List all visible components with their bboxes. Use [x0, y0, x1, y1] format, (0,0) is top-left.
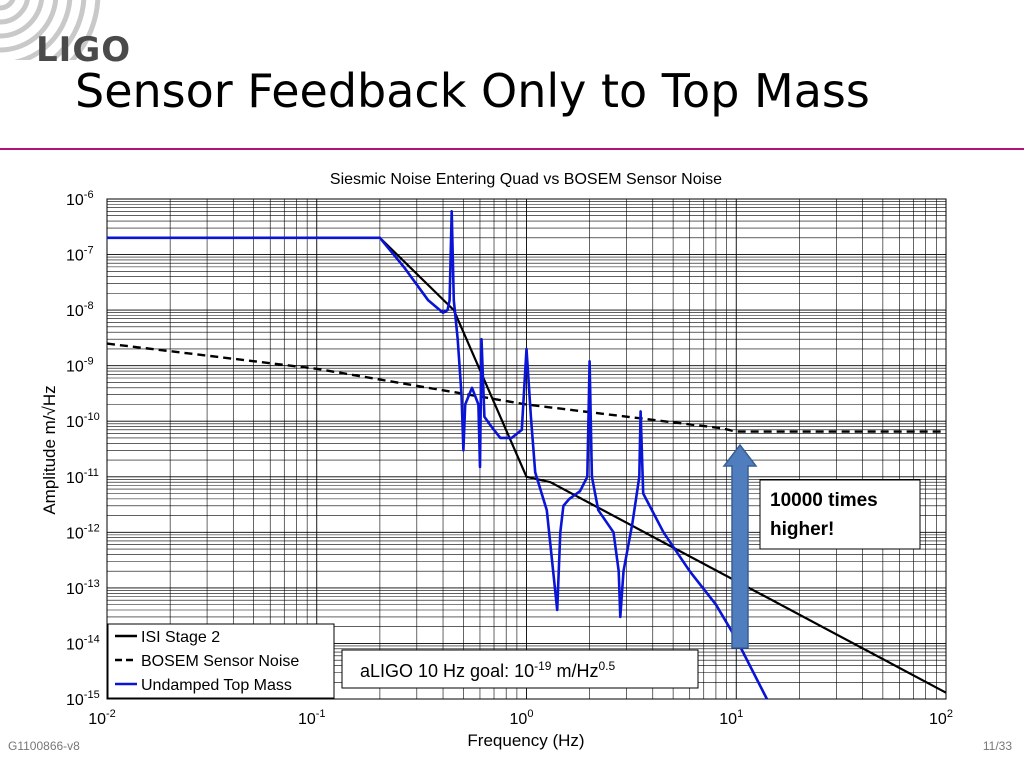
legend-label-bosem: BOSEM Sensor Noise [141, 653, 299, 670]
x-tick-label: 102 [929, 708, 953, 728]
axis-ticks: 10-2 10-1 100 101 102 10-6 10-7 10-8 10-9 10-10 10… [66, 189, 953, 728]
x-axis-label: Frequency (Hz) [467, 731, 584, 750]
y-tick-label: 10-15 [66, 689, 100, 709]
series-lines [106, 210, 947, 700]
y-tick-label: 10-8 [66, 300, 94, 320]
y-tick-label: 10-7 [66, 245, 94, 265]
callout-line-1: 10000 times [770, 490, 878, 511]
up-arrow-icon [722, 443, 758, 649]
y-tick-label: 10-9 [66, 356, 94, 376]
y-tick-label: 10-6 [66, 189, 94, 209]
plot-frame [106, 198, 947, 700]
x-tick-label: 10-1 [298, 708, 326, 728]
y-tick-label: 10-14 [66, 633, 100, 653]
page-number: 11/33 [982, 739, 1012, 753]
title-divider [0, 148, 1024, 150]
y-tick-label: 10-13 [66, 578, 100, 598]
y-tick-label: 10-10 [66, 411, 100, 431]
x-tick-label: 101 [719, 708, 743, 728]
series-bosem-sensor-noise [106, 342, 946, 433]
y-tick-label: 10-11 [66, 467, 99, 487]
chart-title: Siesmic Noise Entering Quad vs BOSEM Sen… [330, 171, 722, 188]
legend-label-undamped: Undamped Top Mass [141, 677, 292, 694]
x-tick-label: 100 [510, 708, 534, 728]
legend-label-isi: ISI Stage 2 [141, 629, 220, 646]
goal-box: aLIGO 10 Hz goal: 10-19 m/Hz0.5 [341, 649, 699, 689]
callout-line-2: higher! [770, 519, 834, 540]
goal-text: aLIGO 10 Hz goal: 10-19 m/Hz0.5 [360, 659, 615, 681]
callout-box: 10000 times higher! [759, 479, 921, 550]
slide-title: Sensor Feedback Only to Top Mass [75, 64, 870, 118]
ligo-logo: LIGO [36, 30, 132, 70]
ligo-arcs-icon [0, 0, 101, 60]
chart-legend: ISI Stage 2 BOSEM Sensor Noise Undamped … [107, 623, 335, 699]
chart-grid [106, 199, 946, 700]
y-tick-label: 10-12 [66, 522, 100, 542]
x-tick-label: 10-2 [88, 708, 116, 728]
y-axis-label: Amplitude m/√Hz [40, 385, 59, 514]
document-id: G1100866-v8 [8, 739, 80, 753]
series-undamped-top-mass [107, 210, 769, 700]
